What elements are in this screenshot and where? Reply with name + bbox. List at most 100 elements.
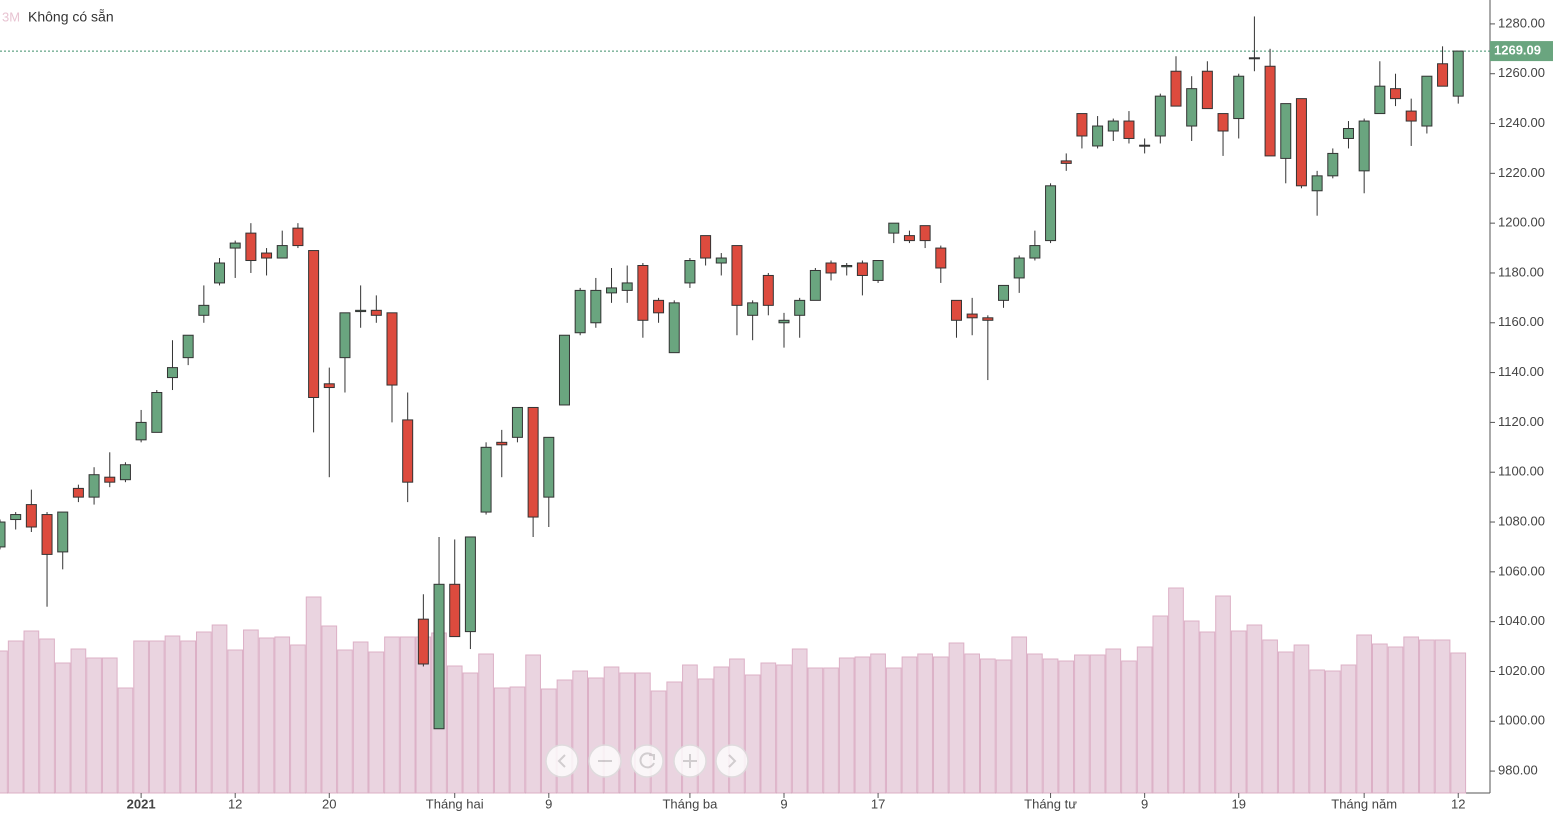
candle-body [1139, 144, 1151, 147]
y-tick-label: 1280.00 [1498, 15, 1545, 30]
volume-bar [744, 674, 761, 794]
x-tick-label: 20 [322, 796, 336, 811]
candle-body [214, 262, 226, 284]
volume-bar [1089, 654, 1106, 794]
volume-bar [619, 672, 636, 794]
candle-body [1092, 125, 1104, 147]
candle-body [762, 274, 774, 306]
volume-bar [1293, 644, 1310, 794]
volume-bar [980, 658, 996, 794]
candle-body [1374, 85, 1386, 115]
volume-bar [1230, 630, 1247, 794]
candle-body [41, 514, 53, 555]
candle-body [1123, 120, 1135, 139]
volume-bar [760, 662, 777, 794]
candle-body [574, 289, 586, 334]
volume-bar [352, 641, 369, 794]
candle-body [1029, 245, 1041, 259]
volume-bar [290, 644, 306, 794]
volume-bar [258, 637, 275, 794]
volume-bar [337, 649, 353, 794]
candle-body [1076, 113, 1088, 137]
volume-bar [1419, 639, 1435, 794]
candle-body [527, 406, 539, 518]
volume-bar [1027, 653, 1043, 794]
volume-bar [650, 690, 667, 794]
candle-body [825, 262, 837, 274]
candle-body [1421, 75, 1433, 127]
candle-body [229, 242, 241, 249]
volume-bar [1387, 646, 1404, 794]
candle-body [417, 618, 429, 665]
volume-bar [7, 640, 24, 794]
candle-body [0, 521, 6, 548]
y-tick-label: 1020.00 [1498, 663, 1545, 678]
candle-body [1452, 50, 1464, 97]
x-tick-label: 9 [780, 796, 787, 811]
volume-bar [776, 664, 792, 794]
volume-bar [1277, 651, 1294, 794]
candle-body [166, 367, 178, 379]
y-tick-label: 1000.00 [1498, 713, 1545, 728]
interval: 3M [2, 9, 20, 24]
x-tick-label: 12 [228, 796, 242, 811]
y-tick-label: 1160.00 [1498, 314, 1544, 329]
last-price-label: 1269.09 [1494, 43, 1541, 58]
volume-bar [117, 687, 134, 794]
reset-button[interactable] [630, 744, 664, 778]
volume-bar [321, 625, 338, 794]
candle-body [292, 227, 304, 247]
volume-bar [854, 656, 871, 794]
candle-body [1248, 57, 1260, 60]
volume-bar [666, 681, 683, 794]
candle-body [950, 299, 962, 321]
volume-bar [823, 667, 839, 794]
candle-body [1060, 160, 1072, 164]
volume-bar [1183, 620, 1200, 794]
candle-body [276, 245, 288, 259]
candle-body [1233, 75, 1245, 120]
candle-body [621, 282, 633, 291]
volume-bar [1152, 615, 1169, 794]
status: Không có sẵn [28, 9, 114, 25]
candle-body [1186, 88, 1198, 127]
candle-body [386, 312, 398, 386]
candle-body [903, 235, 915, 242]
candle-body [72, 487, 84, 498]
volume-bar [1105, 648, 1122, 794]
scroll-left-button[interactable] [545, 744, 579, 778]
volume-bar [1121, 660, 1137, 794]
candle-body [57, 511, 69, 553]
candle-body [135, 421, 147, 441]
volume-bar [932, 656, 949, 794]
x-tick-label: 17 [871, 796, 885, 811]
volume-bar [995, 659, 1012, 794]
volume-bar [572, 670, 589, 794]
volume-bar [1011, 636, 1028, 794]
candle-body [888, 222, 900, 234]
volume-bar [384, 636, 400, 794]
y-tick-label: 1260.00 [1498, 65, 1545, 80]
volume-bar [697, 678, 714, 794]
candle-body [747, 302, 759, 316]
candle-body [370, 309, 382, 316]
y-tick-label: 1240.00 [1498, 115, 1545, 130]
y-tick-label: 1120.00 [1498, 414, 1544, 429]
candle-body [1201, 70, 1213, 110]
volume-bar [148, 640, 165, 794]
volume-bar [305, 596, 322, 794]
candle-body [841, 264, 853, 268]
candle-body [355, 309, 367, 313]
y-tick-label: 1040.00 [1498, 613, 1545, 628]
x-tick-label: Tháng hai [426, 796, 484, 811]
volume-bar [964, 653, 981, 794]
candle-body [464, 536, 476, 633]
volume-bar [948, 642, 965, 794]
candle-body [966, 313, 978, 319]
volume-bar [23, 630, 40, 794]
volume-bar [70, 648, 87, 794]
scroll-right-button[interactable] [715, 744, 749, 778]
candle-body [715, 257, 727, 264]
candle-body [1217, 113, 1229, 132]
y-tick-label: 1140.00 [1498, 364, 1544, 379]
